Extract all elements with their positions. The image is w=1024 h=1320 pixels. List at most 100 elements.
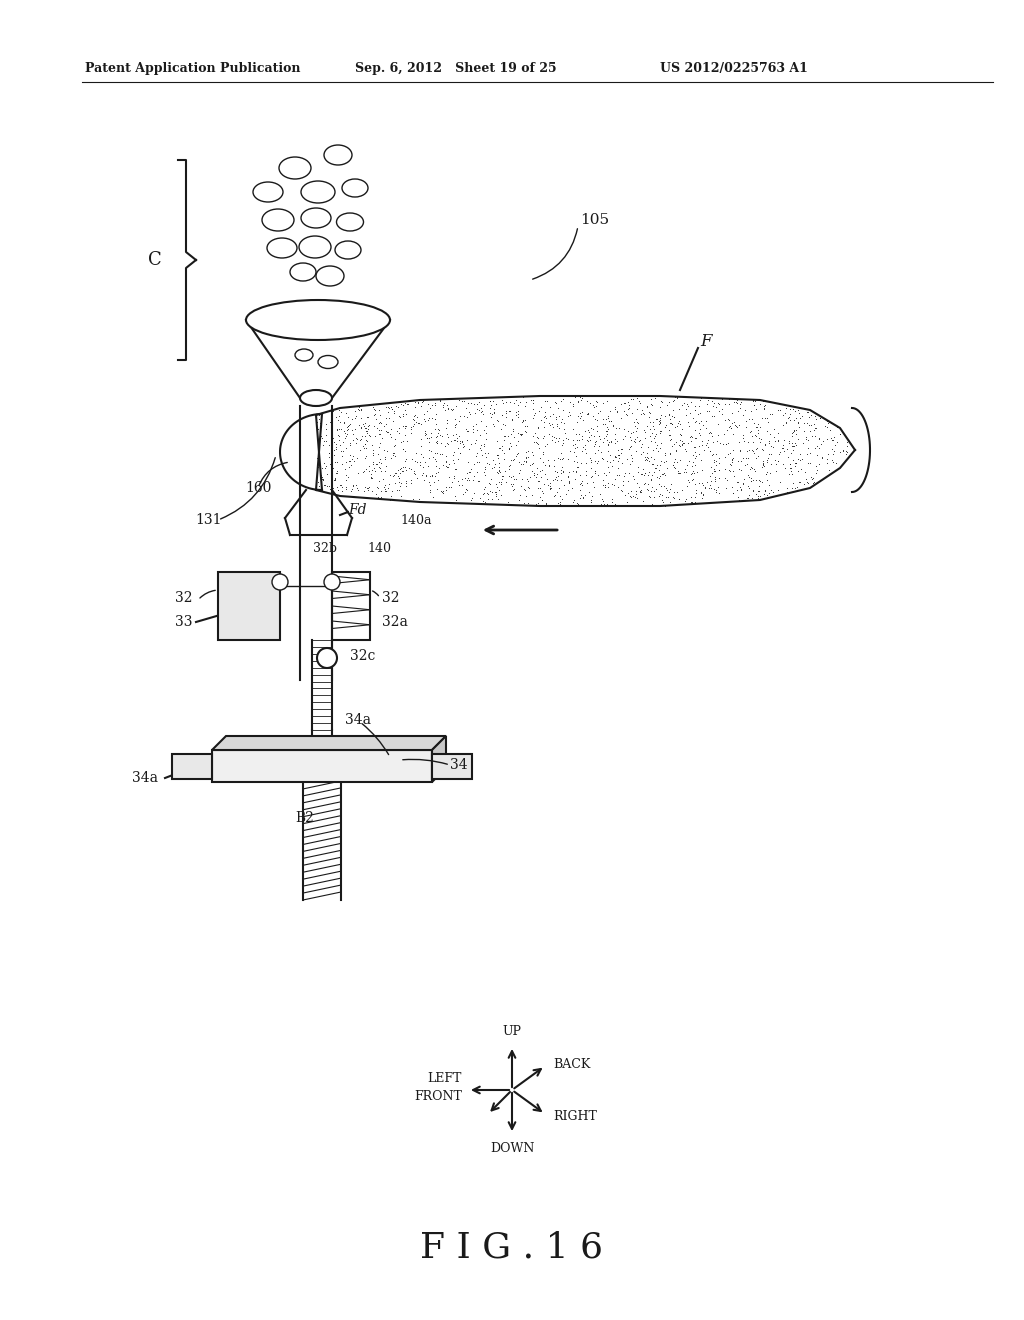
Point — [506, 426, 522, 447]
Point — [600, 462, 616, 483]
Point — [490, 479, 507, 500]
Point — [505, 421, 521, 442]
Point — [794, 449, 810, 470]
Point — [314, 469, 331, 490]
Point — [587, 461, 603, 482]
Point — [428, 462, 444, 483]
Point — [656, 445, 673, 466]
Point — [371, 451, 387, 473]
Point — [415, 463, 431, 484]
Point — [580, 420, 596, 441]
Point — [451, 411, 467, 432]
Point — [578, 421, 594, 442]
Point — [783, 425, 800, 446]
Point — [634, 433, 650, 454]
Point — [345, 474, 361, 495]
Point — [651, 438, 668, 459]
Point — [578, 465, 594, 486]
Point — [332, 474, 348, 495]
Point — [371, 412, 387, 433]
Point — [637, 462, 653, 483]
Point — [501, 458, 517, 479]
Point — [646, 418, 663, 440]
Point — [315, 430, 332, 451]
Point — [769, 430, 785, 451]
Point — [428, 413, 444, 434]
Point — [725, 447, 741, 469]
Point — [329, 461, 345, 482]
Point — [698, 401, 715, 422]
Point — [787, 434, 804, 455]
Point — [599, 429, 615, 450]
Text: 32: 32 — [382, 591, 399, 605]
Point — [694, 459, 711, 480]
Point — [525, 392, 542, 413]
Point — [498, 401, 514, 422]
Point — [344, 478, 360, 499]
Point — [632, 429, 648, 450]
Point — [771, 471, 787, 492]
Point — [367, 458, 383, 479]
Point — [782, 403, 799, 424]
Point — [470, 470, 486, 491]
Point — [387, 428, 403, 449]
Point — [469, 393, 485, 414]
Point — [798, 429, 814, 450]
Point — [642, 446, 658, 467]
Point — [594, 447, 610, 469]
Point — [732, 440, 749, 461]
Point — [528, 432, 545, 453]
Point — [499, 494, 515, 515]
Point — [564, 434, 581, 455]
Point — [745, 395, 762, 416]
Point — [504, 409, 520, 430]
Point — [425, 487, 441, 508]
Point — [720, 444, 736, 465]
Point — [501, 465, 517, 486]
Point — [792, 471, 808, 492]
Point — [690, 436, 707, 457]
Point — [669, 451, 685, 473]
Point — [666, 455, 682, 477]
Point — [683, 470, 699, 491]
Point — [444, 399, 461, 420]
Point — [504, 409, 520, 430]
Point — [591, 425, 607, 446]
Point — [583, 450, 599, 471]
Point — [760, 412, 776, 433]
Point — [339, 416, 355, 437]
Point — [756, 483, 772, 504]
Point — [480, 442, 497, 463]
Point — [606, 446, 623, 467]
Point — [386, 403, 402, 424]
Point — [503, 424, 519, 445]
Point — [569, 392, 586, 413]
Point — [515, 387, 531, 408]
Point — [662, 429, 678, 450]
Point — [756, 396, 772, 417]
Point — [574, 487, 591, 508]
Point — [721, 416, 737, 437]
Point — [599, 421, 615, 442]
Point — [325, 401, 341, 422]
Point — [627, 469, 643, 490]
Point — [665, 454, 681, 475]
Point — [662, 409, 678, 430]
Point — [439, 412, 456, 433]
Point — [560, 471, 577, 492]
Point — [373, 420, 389, 441]
Point — [578, 440, 594, 461]
Point — [349, 478, 366, 499]
Point — [503, 449, 519, 470]
Point — [658, 487, 675, 508]
Point — [718, 433, 734, 454]
Point — [438, 409, 455, 430]
Point — [356, 433, 373, 454]
Point — [692, 483, 709, 504]
Point — [687, 396, 703, 417]
Point — [361, 425, 378, 446]
Point — [409, 467, 425, 488]
Point — [666, 488, 682, 510]
Point — [752, 393, 768, 414]
Point — [759, 450, 775, 471]
